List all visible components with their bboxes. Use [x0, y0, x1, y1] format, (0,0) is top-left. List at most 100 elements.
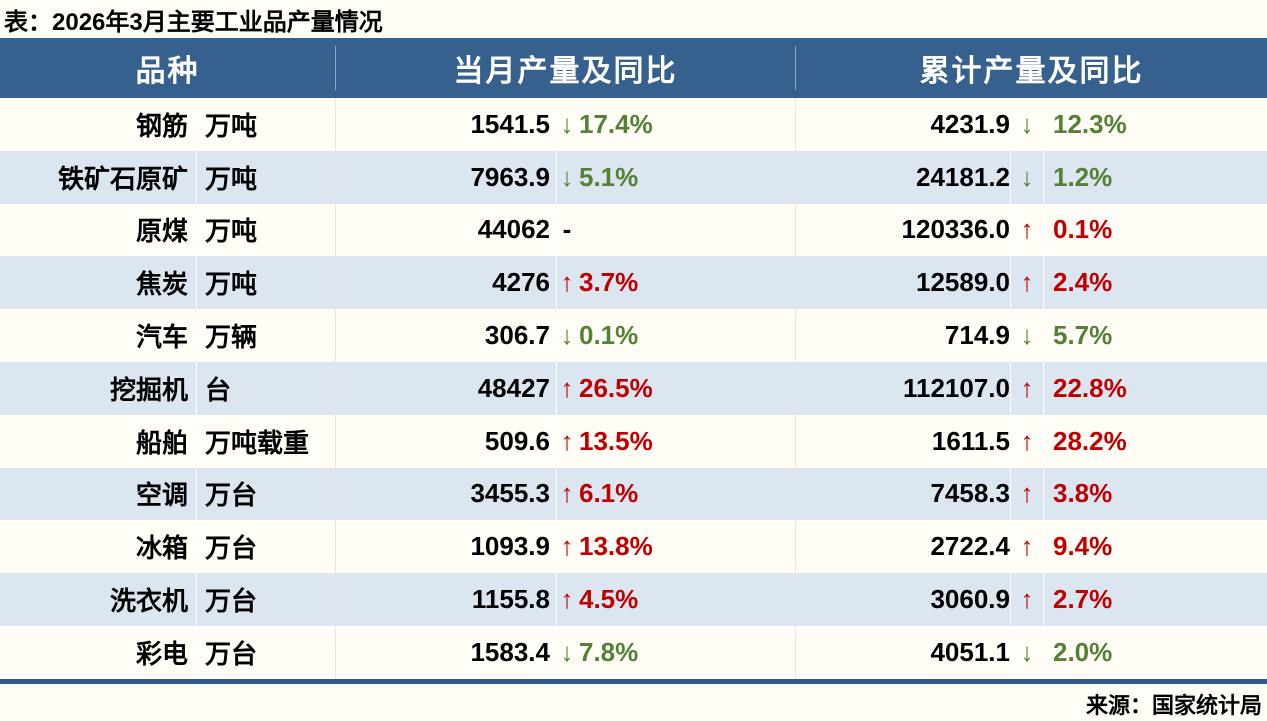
product-cell: 挖掘机 台: [0, 361, 335, 415]
monthly-output-value: 1541.5: [470, 108, 550, 139]
monthly-output-cell: 7963.9 ↓ 5.1%: [335, 150, 795, 204]
cumulative-change-percent: 1.2%: [1053, 161, 1113, 192]
cumulative-trend-arrow-box: ↓: [1010, 98, 1044, 151]
cumulative-output-value: 7458.3: [930, 478, 1010, 509]
table-body: 钢筋 万吨 1541.5 ↓ 17.4% 4231.9 ↓ 12.3% 铁矿石原…: [0, 98, 1267, 679]
monthly-output-value: 7963.9: [470, 161, 550, 192]
monthly-trend-arrow-icon: ↑: [560, 425, 574, 456]
monthly-output-cell: 1541.5 ↓ 17.4%: [335, 98, 795, 151]
cumulative-output-value: 112107.0: [902, 372, 1010, 403]
monthly-output-value: 1583.4: [470, 636, 550, 667]
source-note: 来源：国家统计局: [1085, 693, 1262, 718]
product-name: 船舶: [135, 427, 188, 458]
monthly-output-cell: 48427 ↑ 26.5%: [335, 361, 795, 415]
monthly-trend-arrow-icon: ↑: [560, 372, 574, 403]
cumulative-trend-arrow-box: ↓: [1010, 150, 1044, 204]
monthly-output-value: 4276: [492, 267, 550, 298]
product-name: 彩电: [135, 638, 188, 669]
cumulative-change-percent: 12.3%: [1053, 108, 1127, 139]
cumulative-output-value: 120336.0: [901, 214, 1010, 245]
monthly-output-cell: 1155.8 ↑ 4.5%: [335, 573, 795, 626]
cumulative-output-cell: 112107.0 ↑ 22.8%: [795, 361, 1267, 415]
monthly-trend-arrow-icon: ↑: [560, 478, 574, 509]
table-row: 洗衣机 万台 1155.8 ↑ 4.5% 3060.9 ↑ 2.7%: [0, 573, 1267, 626]
table-row: 挖掘机 台 48427 ↑ 26.5% 112107.0 ↑ 22.8%: [0, 361, 1267, 415]
footer-divider-bar: [0, 679, 1267, 684]
monthly-change-percent: 3.7%: [579, 267, 639, 298]
monthly-change-percent: 4.5%: [579, 584, 639, 615]
cumulative-output-value: 4051.1: [930, 636, 1010, 667]
monthly-output-value: 306.7: [484, 320, 550, 351]
monthly-trend-arrow-icon: -: [562, 214, 572, 245]
table-row: 彩电 万台 1583.4 ↓ 7.8% 4051.1 ↓ 2.0%: [0, 625, 1267, 679]
monthly-change: ↑ 3.7%: [556, 256, 639, 310]
cumulative-change-percent: 2.0%: [1053, 636, 1113, 667]
product-name: 原煤: [135, 216, 188, 247]
cumulative-trend-arrow-box: ↑: [1010, 467, 1044, 521]
monthly-change: ↑ 13.5%: [556, 414, 653, 468]
cumulative-output-cell: 7458.3 ↑ 3.8%: [795, 467, 1267, 521]
monthly-change: ↑ 4.5%: [556, 573, 638, 626]
monthly-trend-arrow-icon: ↑: [560, 267, 574, 298]
monthly-output-value: 1155.8: [471, 584, 550, 615]
cumulative-trend-arrow-icon: ↓: [1020, 161, 1034, 192]
monthly-change-percent: 17.4%: [579, 108, 653, 139]
cumulative-trend-arrow-icon: ↑: [1020, 478, 1034, 509]
product-unit: 万台: [196, 520, 257, 574]
monthly-output-cell: 306.7 ↓ 0.1%: [335, 309, 795, 362]
page-title: 表：2026年3月主要工业品产量情况: [4, 9, 383, 36]
cumulative-trend-arrow-icon: ↑: [1020, 372, 1034, 403]
column-header-monthly-output: 当月产量及同比: [335, 46, 795, 90]
monthly-change-percent: 7.8%: [579, 636, 639, 667]
cumulative-output-value: 4231.9: [930, 108, 1010, 139]
cumulative-trend-arrow-box: ↑: [1010, 573, 1044, 626]
table-row: 汽车 万辆 306.7 ↓ 0.1% 714.9 ↓ 5.7%: [0, 309, 1267, 362]
monthly-output-cell: 509.6 ↑ 13.5%: [335, 414, 795, 468]
product-name: 挖掘机: [109, 374, 188, 405]
product-cell: 钢筋 万吨: [0, 98, 335, 151]
monthly-output-value: 44062: [477, 214, 550, 245]
product-name: 冰箱: [135, 533, 188, 564]
cumulative-trend-arrow-box: ↓: [1010, 625, 1044, 679]
cumulative-change-percent: 22.8%: [1053, 372, 1127, 403]
monthly-trend-arrow-icon: ↓: [560, 636, 574, 667]
monthly-output-value: 1093.9: [470, 531, 550, 562]
cumulative-trend-arrow-box: ↑: [1010, 256, 1044, 310]
product-unit: 万吨载重: [196, 414, 309, 468]
table-row: 冰箱 万台 1093.9 ↑ 13.8% 2722.4 ↑ 9.4%: [0, 520, 1267, 574]
cumulative-trend-arrow-box: ↑: [1010, 361, 1044, 415]
cumulative-trend-arrow-box: ↓: [1010, 309, 1044, 362]
monthly-change: ↓ 5.1%: [556, 150, 638, 204]
monthly-output-cell: 3455.3 ↑ 6.1%: [335, 467, 795, 521]
cumulative-change-percent: 28.2%: [1053, 425, 1127, 456]
monthly-change-percent: 0.1%: [579, 320, 639, 351]
cumulative-output-cell: 714.9 ↓ 5.7%: [795, 309, 1267, 362]
product-cell: 冰箱 万台: [0, 520, 335, 574]
product-unit: 万吨: [196, 256, 257, 310]
monthly-change: ↓ 7.8%: [556, 625, 639, 679]
cumulative-output-cell: 2722.4 ↑ 9.4%: [795, 520, 1267, 574]
cumulative-output-value: 3060.9: [930, 584, 1010, 615]
cumulative-output-cell: 4231.9 ↓ 12.3%: [795, 98, 1267, 151]
table-row: 焦炭 万吨 4276 ↑ 3.7% 12589.0 ↑ 2.4%: [0, 256, 1267, 310]
table-row: 空调 万台 3455.3 ↑ 6.1% 7458.3 ↑ 3.8%: [0, 467, 1267, 521]
product-cell: 空调 万台: [0, 467, 335, 521]
cumulative-change-percent: 2.7%: [1053, 584, 1113, 615]
product-unit: 万吨: [196, 98, 257, 151]
monthly-trend-arrow-icon: ↑: [560, 531, 574, 562]
cumulative-change-percent: 9.4%: [1053, 531, 1113, 562]
monthly-change: ↑ 13.8%: [556, 520, 653, 574]
monthly-trend-arrow-icon: ↓: [560, 108, 574, 139]
table-row: 铁矿石原矿 万吨 7963.9 ↓ 5.1% 24181.2 ↓ 1.2%: [0, 150, 1267, 204]
column-header-product: 品种: [135, 55, 200, 88]
monthly-output-cell: 1583.4 ↓ 7.8%: [335, 625, 795, 679]
cumulative-output-cell: 24181.2 ↓ 1.2%: [795, 150, 1267, 204]
cumulative-trend-arrow-icon: ↑: [1020, 584, 1034, 615]
monthly-trend-arrow-icon: ↓: [560, 161, 574, 192]
monthly-change-percent: 26.5%: [579, 372, 653, 403]
cumulative-trend-arrow-icon: ↓: [1020, 320, 1034, 351]
monthly-change: ↓ 17.4%: [556, 98, 653, 151]
table-header-row: 品种 当月产量及同比 累计产量及同比: [0, 38, 1267, 98]
cumulative-output-cell: 4051.1 ↓ 2.0%: [795, 625, 1267, 679]
monthly-change: ↑ 6.1%: [556, 467, 638, 521]
